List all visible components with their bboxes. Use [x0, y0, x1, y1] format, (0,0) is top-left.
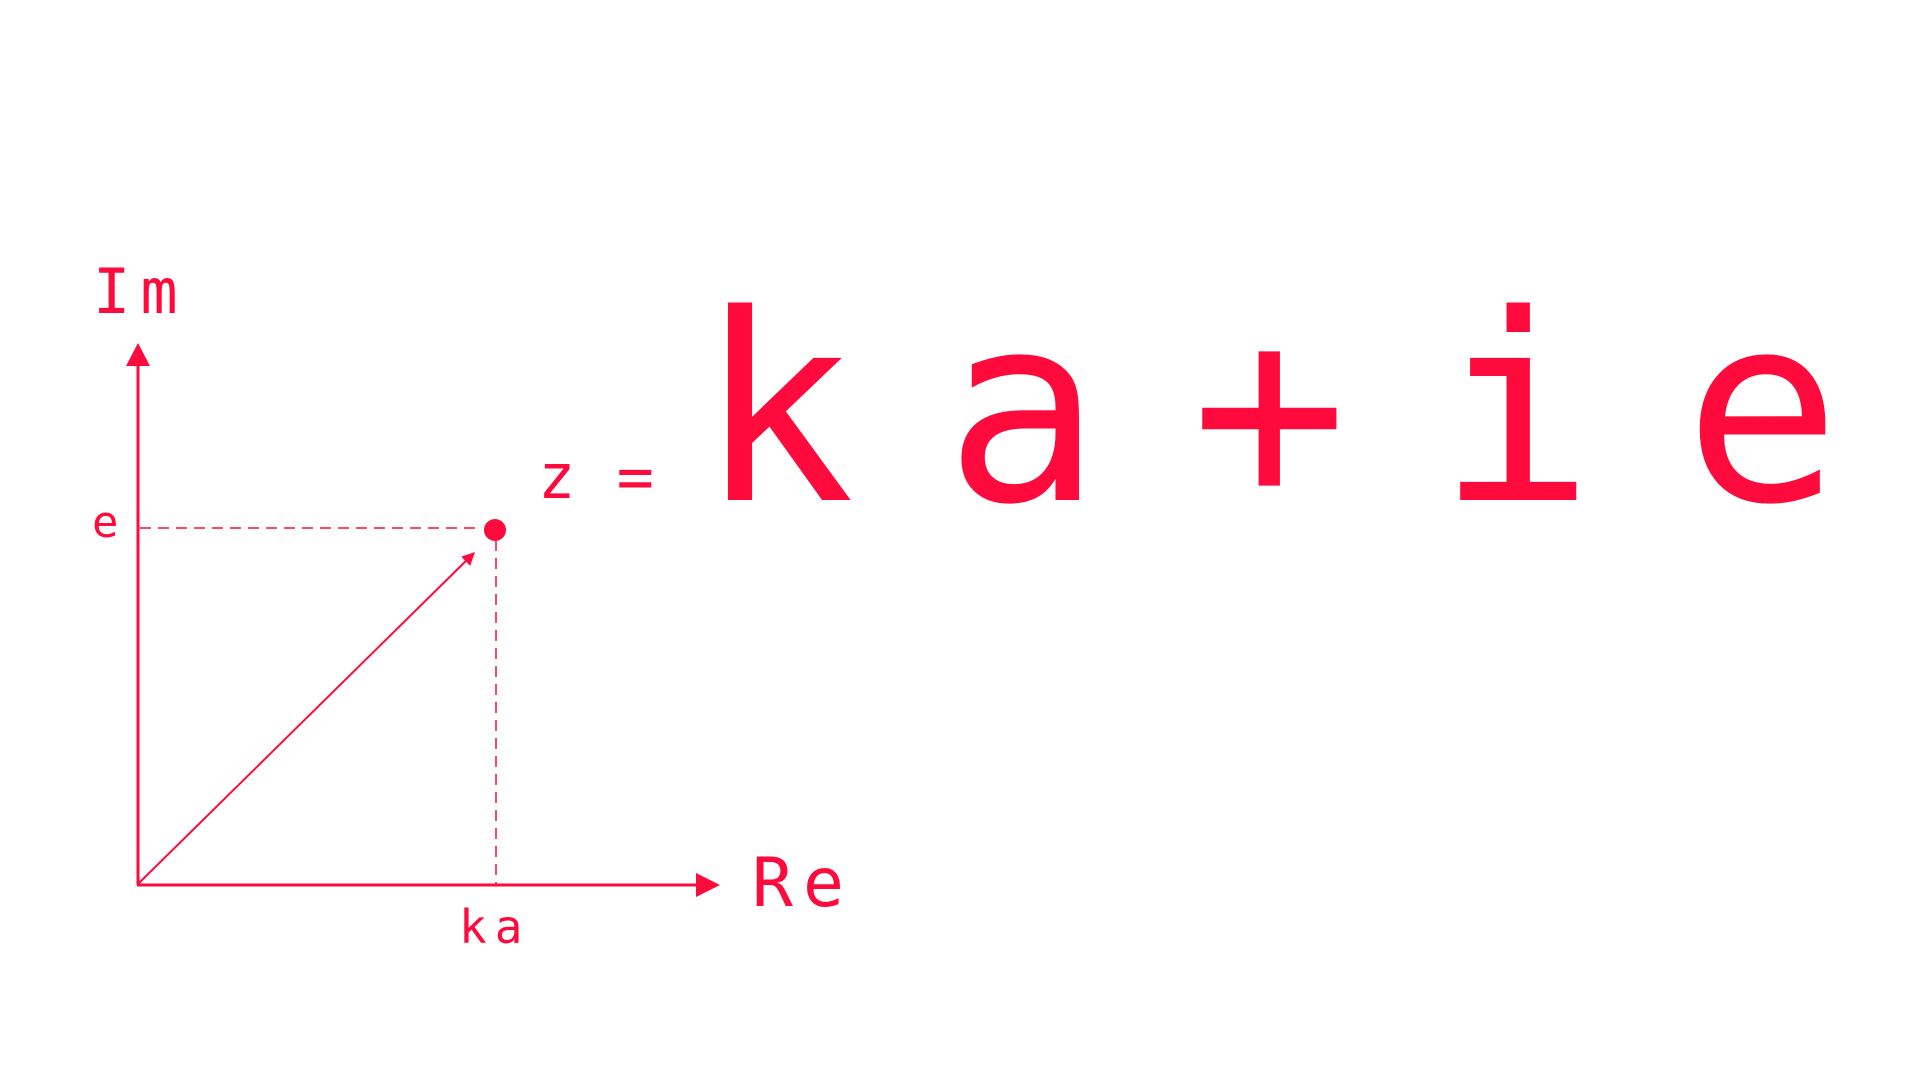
imaginary-axis-arrowhead: [126, 343, 150, 366]
point-z: [484, 519, 506, 541]
imaginary-axis-label: Im: [93, 255, 188, 328]
real-coordinate-label: ka: [459, 900, 530, 954]
position-vector: [138, 552, 475, 884]
real-axis-label: Re: [752, 844, 854, 923]
imaginary-coordinate-label: e: [92, 497, 119, 548]
formula-rhs: ka+ie: [698, 260, 1920, 562]
formula-lhs: z =: [538, 440, 656, 513]
real-axis-arrowhead: [696, 873, 720, 897]
